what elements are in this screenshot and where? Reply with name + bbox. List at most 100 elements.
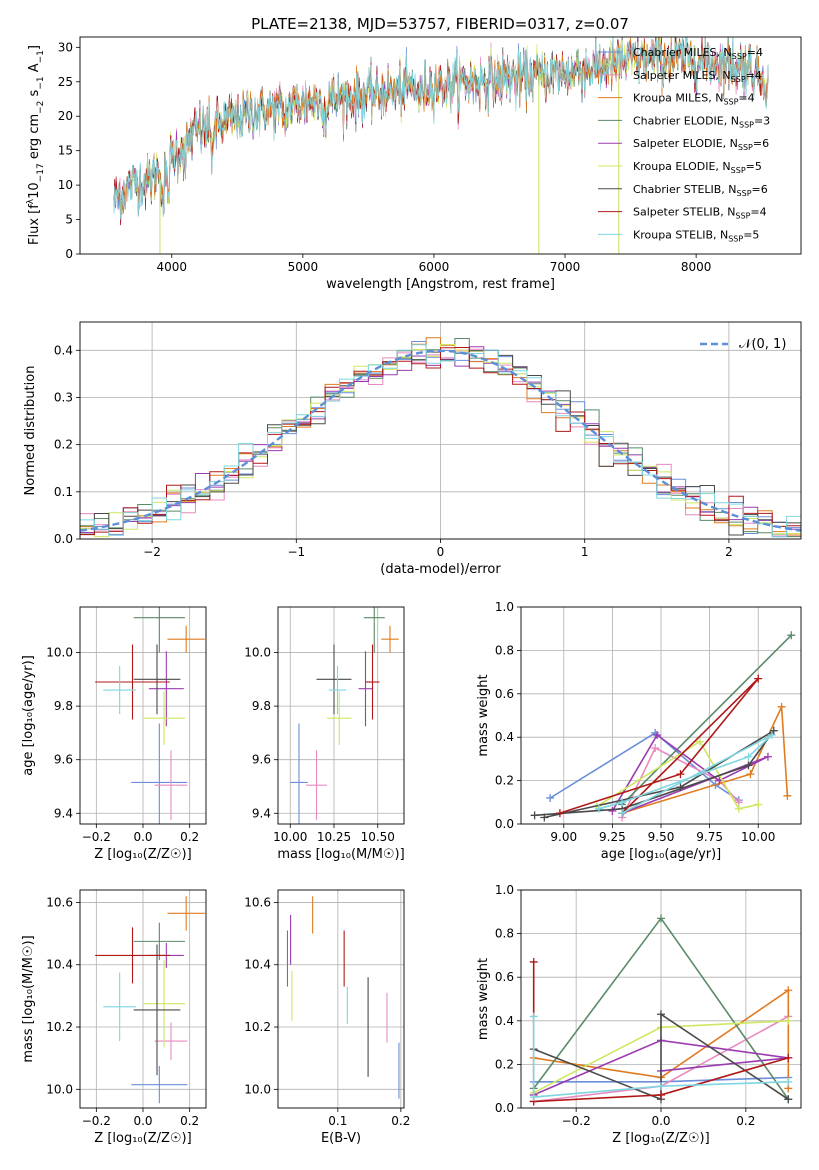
x-tick-label: 6000 bbox=[419, 260, 450, 274]
x-tick-label: 9.75 bbox=[696, 830, 723, 844]
legend-count: =3 bbox=[754, 114, 770, 127]
y-tick-label: 9.6 bbox=[54, 753, 73, 767]
weight-marker bbox=[695, 737, 704, 746]
x-tick-label: 7000 bbox=[550, 260, 581, 274]
weight-line bbox=[533, 1012, 789, 1101]
legend-entry: Salpeter ELODIE, NSSP=6 bbox=[633, 137, 769, 152]
normal-curve bbox=[80, 349, 801, 532]
weight-line bbox=[534, 730, 775, 819]
y-axis-label-part: −2 bbox=[36, 101, 46, 114]
y-tick-label: 0.3 bbox=[54, 390, 73, 404]
legend-count: =4 bbox=[750, 206, 766, 219]
y-axis-label-part: −1 bbox=[36, 76, 46, 89]
x-tick-label: 10.00 bbox=[741, 830, 775, 844]
weight-marker bbox=[734, 804, 743, 813]
y-axis-label-part: λ bbox=[26, 198, 36, 204]
x-tick-label: −2 bbox=[143, 545, 161, 559]
weight-marker bbox=[767, 731, 776, 740]
axes: −0.2 0.0 0.2 0.0 0.2 0.4 0.6 0.8 1.0 Z [log₁₀(Z/Z… bbox=[476, 883, 802, 1146]
weight-line bbox=[621, 634, 792, 806]
x-tick-label: 0.0 bbox=[651, 1114, 670, 1128]
errorbar-point bbox=[133, 922, 185, 961]
errorbar-point bbox=[328, 665, 347, 715]
legend-count: =4 bbox=[746, 69, 762, 82]
weight-marker bbox=[784, 1053, 793, 1062]
y-tick-label: 0.8 bbox=[495, 927, 514, 941]
gridlines bbox=[80, 890, 206, 1108]
y-tick-label: 15 bbox=[58, 144, 73, 158]
weight-marker bbox=[546, 793, 555, 802]
weight-marker bbox=[618, 809, 627, 818]
y-axis-label-part: erg cm bbox=[27, 114, 42, 163]
plot-area bbox=[529, 914, 793, 1106]
weight-marker bbox=[787, 631, 796, 640]
weight-marker bbox=[783, 791, 792, 800]
errorbar-point bbox=[154, 750, 188, 820]
gridlines bbox=[278, 890, 404, 1108]
legend-label: Kroupa MILES, N bbox=[633, 92, 723, 105]
legend-entry: 𝒩(0, 1) bbox=[739, 337, 786, 352]
x-tick-label: −0.2 bbox=[82, 830, 111, 844]
x-tick-label: −0.2 bbox=[562, 1114, 591, 1128]
weight-marker bbox=[676, 770, 685, 779]
errorbar-point bbox=[103, 665, 136, 715]
legend-subscript: SSP bbox=[723, 98, 738, 107]
axes: −2 −1 0 1 2 0.0 0.1 0.2 0.3 0.4 (data-model)/error… bbox=[23, 321, 802, 577]
y-tick-label: 0.4 bbox=[495, 730, 514, 744]
legend-subscript: SSP bbox=[731, 75, 746, 84]
errorbar-point bbox=[143, 960, 185, 1048]
y-tick-label: 0.0 bbox=[54, 532, 73, 546]
y-tick-label: 0.2 bbox=[495, 1057, 514, 1071]
weight-marker bbox=[777, 702, 786, 711]
y-axis-label-part: −1 bbox=[36, 50, 46, 63]
errorbar-point bbox=[103, 972, 136, 1042]
y-tick-label: 9.4 bbox=[54, 806, 73, 820]
axes: 9.00 9.25 9.50 9.75 10.00 0.0 0.2 0.4 0.6 0.8 1.0 a… bbox=[476, 600, 802, 862]
x-axis-label: Z [log₁₀(Z/Z☉)] bbox=[94, 1131, 191, 1146]
x-axis-label: wavelength [Angstrom, rest frame] bbox=[326, 277, 555, 292]
y-tick-label: 1.0 bbox=[495, 600, 514, 614]
legend-entry: Salpeter STELIB, NSSP=4 bbox=[633, 206, 767, 221]
figure-title: PLATE=2138, MJD=53757, FIBERID=0317, z=0… bbox=[251, 15, 629, 33]
x-tick-label: 9.25 bbox=[599, 830, 626, 844]
errorbar-point bbox=[316, 644, 352, 715]
weight-marker bbox=[540, 813, 549, 822]
legend-entry: Chabrier MILES, NSSP=4 bbox=[633, 46, 763, 61]
y-tick-label: 0.2 bbox=[495, 774, 514, 788]
weight-marker bbox=[657, 1082, 665, 1091]
y-tick-label: 10 bbox=[58, 178, 73, 192]
legend-count: =6 bbox=[753, 137, 769, 150]
errorbar-point bbox=[363, 607, 385, 653]
weight-marker bbox=[784, 986, 793, 995]
plot-area bbox=[530, 631, 796, 822]
y-axis-label: mass weight bbox=[476, 958, 491, 1040]
axes: 4000 5000 6000 7000 8000 0 5 10 15 20 25 30 waveleng… bbox=[58, 36, 802, 292]
weight-marker bbox=[529, 957, 538, 966]
errorbar-point bbox=[148, 651, 184, 727]
legend-entry: Kroupa ELODIE, NSSP=5 bbox=[633, 160, 762, 175]
errorbar-point bbox=[95, 644, 170, 720]
x-tick-label: −1 bbox=[287, 545, 305, 559]
axes: 0.1 0.2 10.0 10.2 10.4 10.6 E(B-V) bbox=[244, 889, 410, 1146]
weight-marker bbox=[763, 752, 772, 761]
x-tick-label: 0.2 bbox=[180, 1114, 199, 1128]
y-tick-label: 10.6 bbox=[244, 895, 271, 909]
weight-line bbox=[559, 678, 759, 814]
legend-label: Chabrier STELIB, N bbox=[633, 183, 737, 196]
panel-spectrum: 4000 5000 6000 7000 8000 0 5 10 15 20 25 30 waveleng… bbox=[26, 36, 802, 292]
legend-subscript: SSP bbox=[735, 212, 750, 221]
y-tick-label: 10.0 bbox=[46, 1082, 73, 1096]
legend-entry: Chabrier STELIB, NSSP=6 bbox=[633, 183, 768, 198]
errorbar-point bbox=[306, 750, 327, 820]
weight-marker bbox=[744, 752, 753, 761]
y-tick-label: 0.6 bbox=[495, 687, 514, 701]
weight-marker bbox=[529, 1012, 538, 1021]
weight-marker bbox=[657, 1090, 665, 1099]
y-axis-label: mass weight bbox=[476, 674, 491, 756]
y-tick-label: 0 bbox=[65, 247, 73, 261]
legend-label: Kroupa ELODIE, N bbox=[633, 160, 731, 173]
weight-line bbox=[549, 731, 740, 801]
plot-area bbox=[95, 896, 205, 1104]
weight-marker bbox=[769, 726, 778, 735]
y-axis-label: age [log₁₀(age/yr)] bbox=[21, 655, 36, 776]
